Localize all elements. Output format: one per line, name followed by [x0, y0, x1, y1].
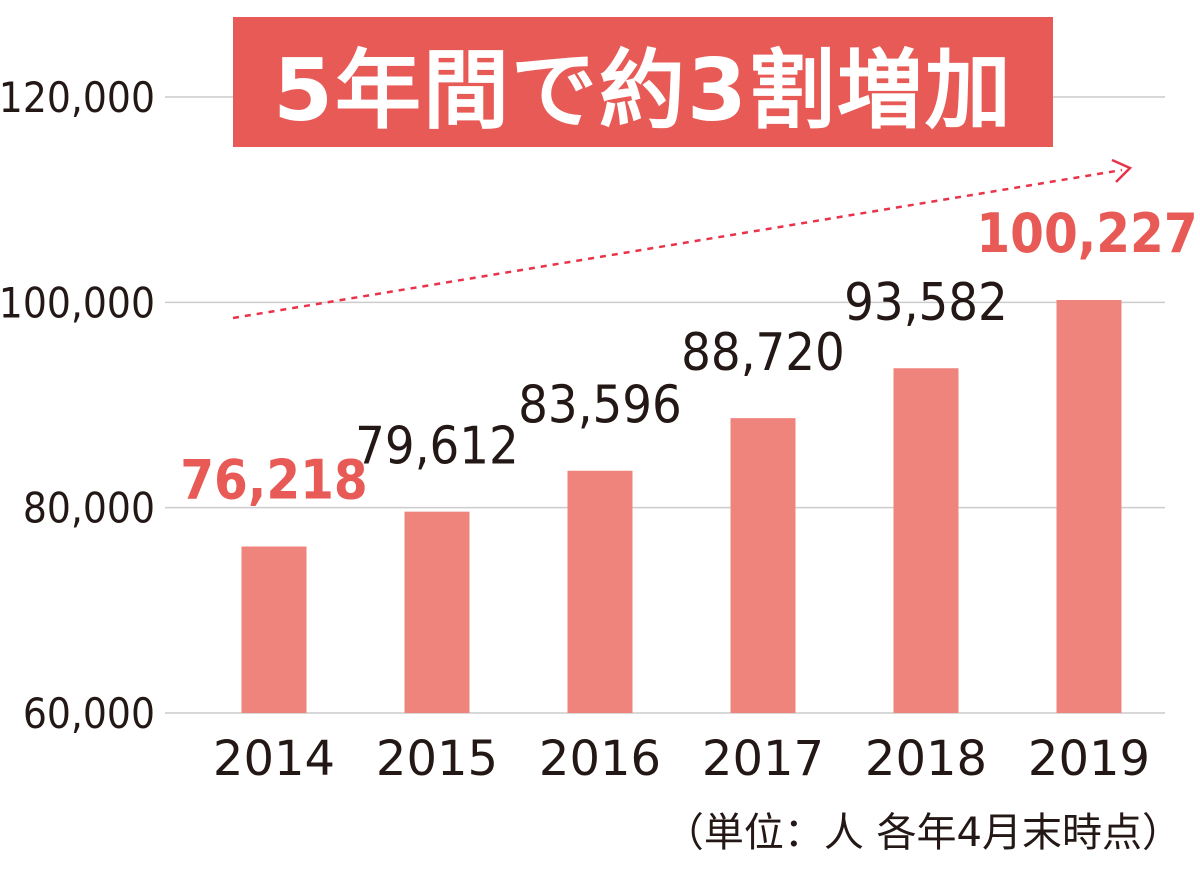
bar-2019 — [1056, 300, 1122, 713]
x-tick-label-2017: 2017 — [702, 731, 824, 787]
x-tick-label-2019: 2019 — [1028, 731, 1150, 787]
chart-title-banner: 5年間で約3割増加 — [233, 17, 1053, 147]
bar-2015 — [404, 511, 470, 713]
bar-2016 — [567, 470, 633, 713]
value-label-2016: 83,596 — [518, 376, 682, 436]
y-tick-label: 120,000 — [0, 73, 155, 122]
value-label-2014: 76,218 — [180, 448, 367, 511]
x-tick-label-2016: 2016 — [539, 731, 661, 787]
x-tick-label-2015: 2015 — [376, 731, 498, 787]
x-axis-tick-labels: 2014 2015 2016 2017 2018 2019 — [213, 731, 1150, 787]
value-label-2015: 79,612 — [355, 417, 519, 477]
chart-title: 5年間で約3割増加 — [273, 40, 1013, 141]
y-tick-label: 60,000 — [23, 689, 155, 738]
value-label-2018: 93,582 — [844, 273, 1008, 333]
x-tick-label-2018: 2018 — [865, 731, 987, 787]
y-tick-label: 100,000 — [0, 278, 155, 327]
bar-2018 — [893, 368, 959, 713]
bar-2014 — [241, 546, 307, 713]
trend-arrow — [232, 158, 1133, 320]
y-tick-label: 80,000 — [23, 484, 155, 533]
y-axis-tick-labels: 60,000 80,000 100,000 120,000 — [0, 73, 155, 738]
value-label-2019: 100,227 — [976, 202, 1197, 265]
x-tick-label-2014: 2014 — [213, 731, 335, 787]
bar-2017 — [730, 418, 796, 713]
value-label-2017: 88,720 — [681, 323, 845, 383]
bars — [241, 300, 1122, 713]
trend-arrowhead — [1111, 158, 1133, 183]
unit-note: （単位：人 各年4月末時点） — [663, 810, 1182, 856]
